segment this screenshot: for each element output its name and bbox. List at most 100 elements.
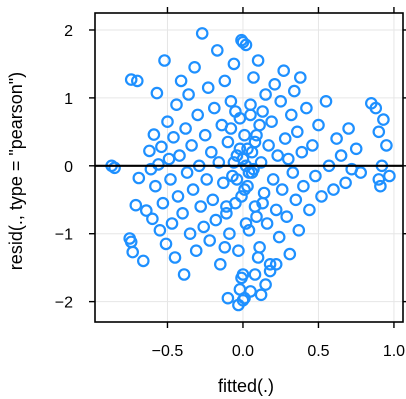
scatter-point bbox=[269, 257, 283, 271]
scatter-point bbox=[218, 74, 232, 88]
x-tick-label: −0.5 bbox=[152, 343, 184, 360]
scatter-point bbox=[300, 101, 313, 115]
y-axis-label: resid(., type = "pearson") bbox=[6, 72, 26, 270]
scatter-point bbox=[158, 54, 171, 67]
scatter-point bbox=[247, 162, 260, 176]
y-tick-label: −2 bbox=[55, 295, 73, 312]
scatter-point bbox=[150, 86, 164, 100]
scatter-point bbox=[223, 227, 236, 240]
scatter-point bbox=[260, 217, 274, 230]
scatter-point bbox=[372, 173, 386, 186]
scatter-point bbox=[349, 142, 363, 156]
scatter-point bbox=[221, 135, 235, 149]
scatter-point bbox=[256, 196, 269, 210]
scatter-point bbox=[241, 179, 254, 193]
scatter-point bbox=[281, 152, 295, 166]
scatter-point bbox=[132, 171, 146, 185]
scatter-point bbox=[208, 101, 221, 115]
scatter-point bbox=[162, 152, 176, 166]
x-tick-label: 1.0 bbox=[383, 343, 405, 360]
scatter-point bbox=[183, 227, 197, 240]
scatter-point bbox=[262, 139, 275, 152]
scatter-point bbox=[165, 217, 179, 230]
scatter-point bbox=[186, 183, 200, 196]
scatter-point bbox=[334, 149, 348, 162]
scatter-point bbox=[227, 57, 241, 71]
scatter-point bbox=[283, 247, 297, 261]
scatter-point bbox=[236, 268, 250, 281]
scatter-point bbox=[309, 169, 322, 183]
scatter-point bbox=[189, 244, 203, 257]
scatter-point bbox=[275, 183, 289, 196]
scatter-point bbox=[268, 78, 281, 91]
scatter-point bbox=[342, 122, 355, 135]
scatter-point bbox=[179, 122, 192, 135]
scatter-point bbox=[247, 71, 260, 84]
scatter-point bbox=[153, 224, 167, 237]
scatter-point bbox=[327, 183, 340, 196]
scatter-point bbox=[238, 183, 251, 196]
scatter-point bbox=[185, 139, 198, 152]
scatter-point bbox=[286, 166, 300, 179]
scatter-point bbox=[293, 71, 307, 84]
scatter-point bbox=[254, 288, 268, 302]
scatter-point bbox=[253, 241, 266, 254]
scatter-point bbox=[177, 268, 191, 281]
y-tick-label: 0 bbox=[64, 159, 73, 176]
scatter-point bbox=[289, 193, 303, 207]
scatter-point bbox=[171, 190, 185, 203]
scatter-point bbox=[253, 118, 266, 132]
scatter-point bbox=[230, 173, 244, 186]
scatter-point bbox=[206, 193, 220, 207]
scatter-point bbox=[201, 81, 215, 94]
scatter-point bbox=[250, 210, 263, 223]
scatter-point bbox=[126, 245, 139, 259]
scatter-point bbox=[374, 179, 387, 193]
axis-ticks: −0.5 0.0 0.5 1.0 −2 −1 0 1 2 bbox=[55, 7, 406, 360]
scatter-point bbox=[168, 251, 182, 264]
scatter-point bbox=[380, 139, 393, 152]
scatter-point bbox=[239, 38, 253, 52]
scatter-point bbox=[214, 257, 227, 271]
scatter-point bbox=[155, 140, 168, 154]
scatter-point bbox=[284, 108, 298, 122]
scatter-point bbox=[209, 213, 223, 227]
scatter-point bbox=[235, 190, 248, 203]
scatter-point bbox=[174, 74, 188, 88]
scatter-point bbox=[205, 145, 218, 159]
scatter-point bbox=[306, 139, 319, 152]
scatter-point bbox=[167, 131, 180, 144]
scatter-point bbox=[354, 166, 367, 179]
scatter-point bbox=[263, 264, 277, 278]
scatter-point bbox=[263, 257, 277, 271]
scatter-point bbox=[248, 135, 262, 149]
scatter-point bbox=[257, 186, 271, 200]
scatter-point bbox=[274, 95, 287, 108]
scatter-point bbox=[211, 44, 224, 57]
scatter-point bbox=[238, 128, 251, 142]
scatter-point bbox=[339, 176, 352, 190]
scatter-point bbox=[227, 156, 241, 169]
scatter-point bbox=[372, 125, 386, 139]
scatter-point bbox=[182, 88, 195, 101]
scatter-point bbox=[147, 128, 161, 141]
scatter-point bbox=[129, 198, 143, 212]
scatter-point bbox=[265, 115, 278, 128]
x-tick-label: 0.5 bbox=[307, 343, 329, 360]
scatter-point bbox=[269, 203, 283, 217]
scatter-point bbox=[161, 115, 174, 128]
scatter-point bbox=[271, 149, 284, 162]
scatter-point bbox=[256, 105, 269, 118]
scatter-point bbox=[212, 156, 226, 169]
scatter-point bbox=[220, 207, 233, 220]
scatter-point bbox=[369, 101, 383, 115]
scatter-point bbox=[259, 88, 272, 101]
scatter-point bbox=[319, 95, 333, 108]
scatter-point bbox=[156, 196, 170, 210]
scatter-point bbox=[239, 217, 253, 230]
scatter-point bbox=[124, 73, 138, 86]
scatter-point bbox=[217, 176, 230, 190]
scatter-point bbox=[173, 149, 186, 162]
y-tick-label: 2 bbox=[64, 23, 73, 40]
